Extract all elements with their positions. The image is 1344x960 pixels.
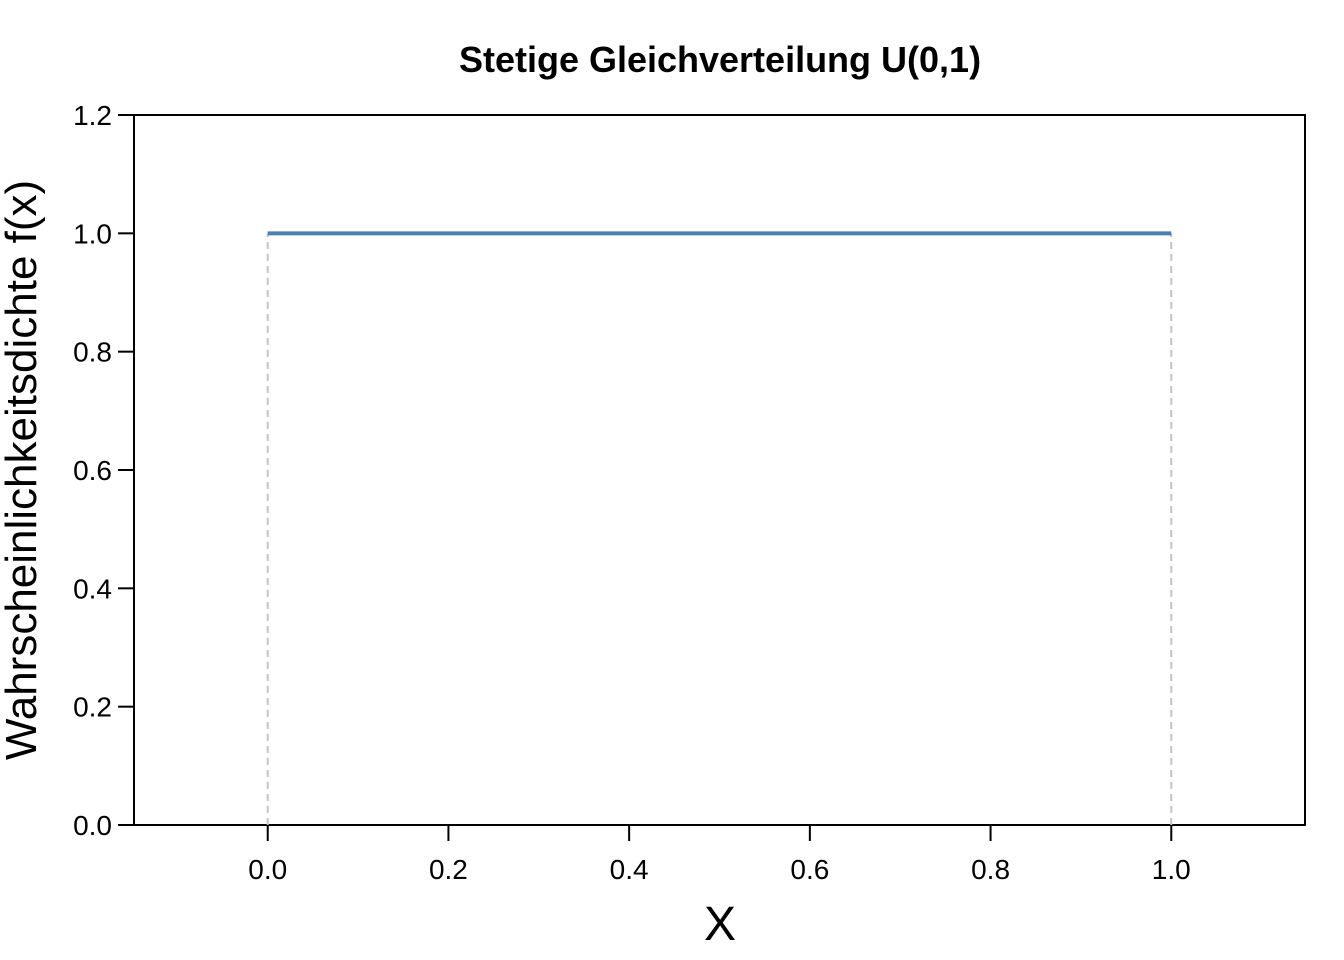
- x-tick-label: 0.6: [790, 854, 829, 885]
- x-axis-label: X: [704, 898, 736, 951]
- plot-frame: [133, 114, 1306, 826]
- x-tick-label: 0.4: [610, 854, 649, 885]
- y-tick-label: 0.0: [73, 810, 112, 841]
- y-tick-label: 0.4: [73, 573, 112, 604]
- y-tick-label: 0.2: [73, 692, 112, 723]
- y-tick-label: 1.0: [73, 218, 112, 249]
- y-axis-label: Wahrscheinlichkeitsdichte f(x): [0, 180, 46, 760]
- y-tick-label: 0.6: [73, 455, 112, 486]
- x-tick-label: 0.0: [248, 854, 287, 885]
- x-tick-label: 1.0: [1152, 854, 1191, 885]
- y-tick-label: 0.8: [73, 337, 112, 368]
- x-tick-label: 0.8: [971, 854, 1010, 885]
- x-tick-label: 0.2: [429, 854, 468, 885]
- chart-title: Stetige Gleichverteilung U(0,1): [459, 39, 981, 80]
- y-tick-label: 1.2: [73, 100, 112, 131]
